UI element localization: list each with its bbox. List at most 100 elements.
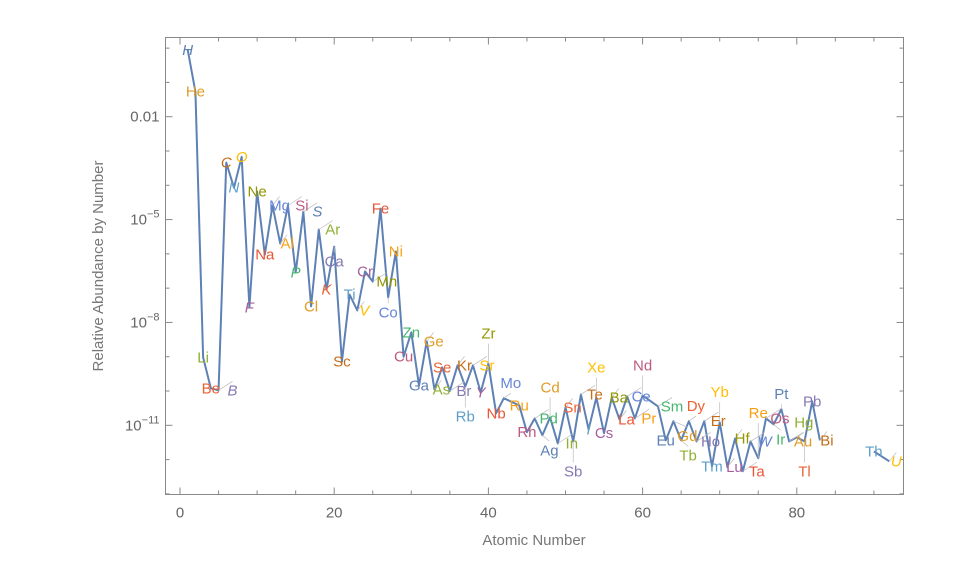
element-label-h: H: [182, 42, 193, 59]
y-tick-exponent: −5: [147, 209, 160, 221]
element-label-ho: Ho: [701, 433, 720, 450]
element-label-tl: Tl: [798, 463, 811, 480]
element-label-y: Y: [476, 384, 487, 401]
element-label-co: Co: [379, 304, 398, 321]
series-line-group: [186, 49, 890, 473]
element-label-sc: Sc: [333, 354, 351, 371]
label-leader-line: [449, 381, 465, 392]
label-leader-line: [542, 434, 550, 442]
x-tick-label: 20: [326, 505, 343, 522]
element-label-hf: Hf: [735, 430, 751, 447]
element-label-bi: Bi: [820, 432, 833, 449]
element-label-al: Al: [281, 236, 294, 253]
element-label-xe: Xe: [587, 360, 605, 377]
element-label-nd: Nd: [633, 357, 652, 374]
element-label-ta: Ta: [749, 463, 766, 480]
series-line: [873, 450, 890, 463]
element-label-fe: Fe: [372, 201, 390, 218]
y-tick-label: 0.01: [130, 109, 159, 126]
label-leader-line: [534, 409, 549, 419]
element-label-tb: Tb: [679, 447, 697, 464]
y-tick-base: 10: [130, 314, 147, 331]
element-label-tm: Tm: [701, 458, 723, 475]
element-label-p: P: [291, 264, 301, 281]
element-label-sn: Sn: [563, 399, 581, 416]
element-label-kr: Kr: [457, 357, 472, 374]
label-leader-line: [472, 356, 488, 366]
element-label-zr: Zr: [481, 326, 495, 343]
element-label-mn: Mn: [376, 274, 397, 291]
series-line: [186, 49, 821, 473]
x-tick-label: 60: [634, 505, 651, 522]
element-label-s: S: [312, 204, 322, 221]
element-label-mg: Mg: [269, 198, 290, 215]
label-leader-line: [611, 388, 620, 398]
label-leader-line: [626, 387, 642, 397]
label-leader-line: [557, 434, 572, 444]
element-label-in: In: [566, 435, 579, 452]
element-label-as: As: [433, 381, 451, 398]
element-label-k: K: [321, 282, 332, 299]
element-label-ba: Ba: [610, 390, 629, 407]
label-leader-line: [565, 398, 573, 408]
y-tick-exponent: −11: [142, 414, 160, 426]
element-label-pr: Pr: [641, 410, 656, 427]
element-label-cu: Cu: [394, 349, 413, 366]
x-tick-label: 0: [176, 505, 184, 522]
label-leader-line: [279, 234, 288, 244]
element-label-rh: Rh: [517, 424, 536, 441]
element-label-li: Li: [197, 349, 209, 366]
label-leader-line: [503, 392, 512, 399]
element-label-th: Th: [865, 443, 883, 460]
element-label-os: Os: [770, 410, 789, 427]
element-label-i: I: [587, 421, 591, 438]
element-label-hg: Hg: [794, 414, 813, 431]
label-leader-line: [457, 356, 465, 366]
label-leader-line: [742, 461, 758, 472]
y-tick-label: 10−5: [130, 209, 159, 229]
element-label-f: F: [245, 299, 255, 316]
label-leader-line: [696, 432, 711, 442]
label-leader-line: [619, 410, 627, 420]
label-leader-line: [673, 420, 688, 428]
element-label-ti: Ti: [344, 287, 356, 304]
element-label-he: He: [186, 84, 205, 101]
element-label-yb: Yb: [711, 384, 729, 401]
label-leader-line: [796, 432, 805, 438]
x-axis-title: Atomic Number: [482, 532, 585, 549]
label-leader-line: [773, 424, 781, 431]
element-label-pt: Pt: [774, 386, 789, 403]
label-leader-line: [287, 196, 303, 206]
label-leader-line: [218, 381, 233, 391]
label-leader-line: [819, 431, 828, 441]
label-leader-line: [657, 397, 673, 407]
element-label-cl: Cl: [304, 298, 318, 315]
element-label-b: B: [228, 382, 238, 399]
element-label-ar: Ar: [325, 222, 340, 239]
element-label-sb: Sb: [564, 463, 582, 480]
element-label-dy: Dy: [687, 398, 706, 415]
y-tick-base: 10: [125, 417, 142, 434]
element-label-ne: Ne: [248, 183, 267, 200]
element-label-br: Br: [456, 383, 471, 400]
element-label-mo: Mo: [500, 375, 521, 392]
element-label-ge: Ge: [424, 333, 444, 350]
element-label-nb: Nb: [487, 405, 506, 422]
element-label-ce: Ce: [632, 389, 651, 406]
label-leader-line: [680, 440, 689, 447]
label-leader-line: [688, 415, 697, 422]
label-leader-line: [750, 432, 765, 442]
element-label-c: C: [221, 155, 232, 172]
label-leader-line: [734, 429, 743, 439]
element-label-ni: Ni: [389, 243, 403, 260]
element-label-rb: Rb: [456, 409, 475, 426]
label-leader-line: [372, 272, 387, 282]
element-label-se: Se: [433, 359, 451, 376]
y-tick-base: 10: [130, 212, 147, 229]
y-tick-exponent: −8: [147, 311, 160, 323]
element-label-ru: Ru: [510, 397, 529, 414]
x-tick-label: 80: [788, 505, 805, 522]
element-label-cr: Cr: [357, 263, 373, 280]
